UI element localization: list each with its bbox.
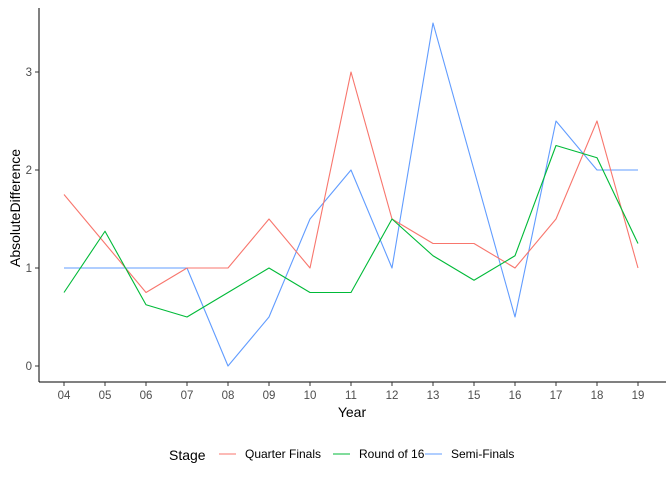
y-axis-ticks: 0 1 2 3: [26, 67, 39, 373]
x-tick-label: 09: [263, 390, 276, 402]
legend: Stage Quarter Finals Round of 16 Semi-Fina…: [169, 447, 514, 463]
legend-label: Semi-Finals: [451, 447, 514, 461]
x-tick-label: 19: [632, 390, 645, 402]
y-axis-title: AbsoluteDifference: [7, 149, 23, 267]
x-tick-label: 06: [140, 390, 153, 402]
y-tick-label: 3: [26, 67, 32, 79]
x-tick-label: 05: [99, 390, 112, 402]
series-line-round-of-16: [63, 144, 639, 318]
legend-label: Round of 16: [359, 447, 425, 461]
x-tick-label: 16: [509, 390, 522, 402]
series-line-semi-finals: [64, 22, 638, 367]
x-tick-label: 10: [304, 390, 317, 402]
x-tick-label: 12: [386, 390, 399, 402]
series-lines: [63, 22, 639, 367]
x-tick-label: 08: [222, 390, 235, 402]
legend-title: Stage: [169, 447, 206, 463]
y-tick-label: 0: [26, 361, 32, 373]
series-line-quarter-finals: [63, 71, 639, 294]
y-tick-label: 1: [26, 263, 32, 275]
x-tick-label: 18: [591, 390, 604, 402]
x-axis-title: Year: [338, 404, 367, 420]
legend-label: Quarter Finals: [245, 447, 321, 461]
y-tick-label: 2: [26, 165, 32, 177]
x-tick-label: 07: [181, 390, 194, 402]
x-axis-ticks: 04 05 06 07 08 09 10 11 12 13 15 16 17 18 19: [58, 382, 645, 402]
x-tick-label: 11: [345, 390, 357, 402]
x-tick-label: 15: [468, 390, 481, 402]
x-tick-label: 17: [550, 390, 563, 402]
x-tick-label: 04: [58, 390, 71, 402]
x-tick-label: 13: [427, 390, 440, 402]
